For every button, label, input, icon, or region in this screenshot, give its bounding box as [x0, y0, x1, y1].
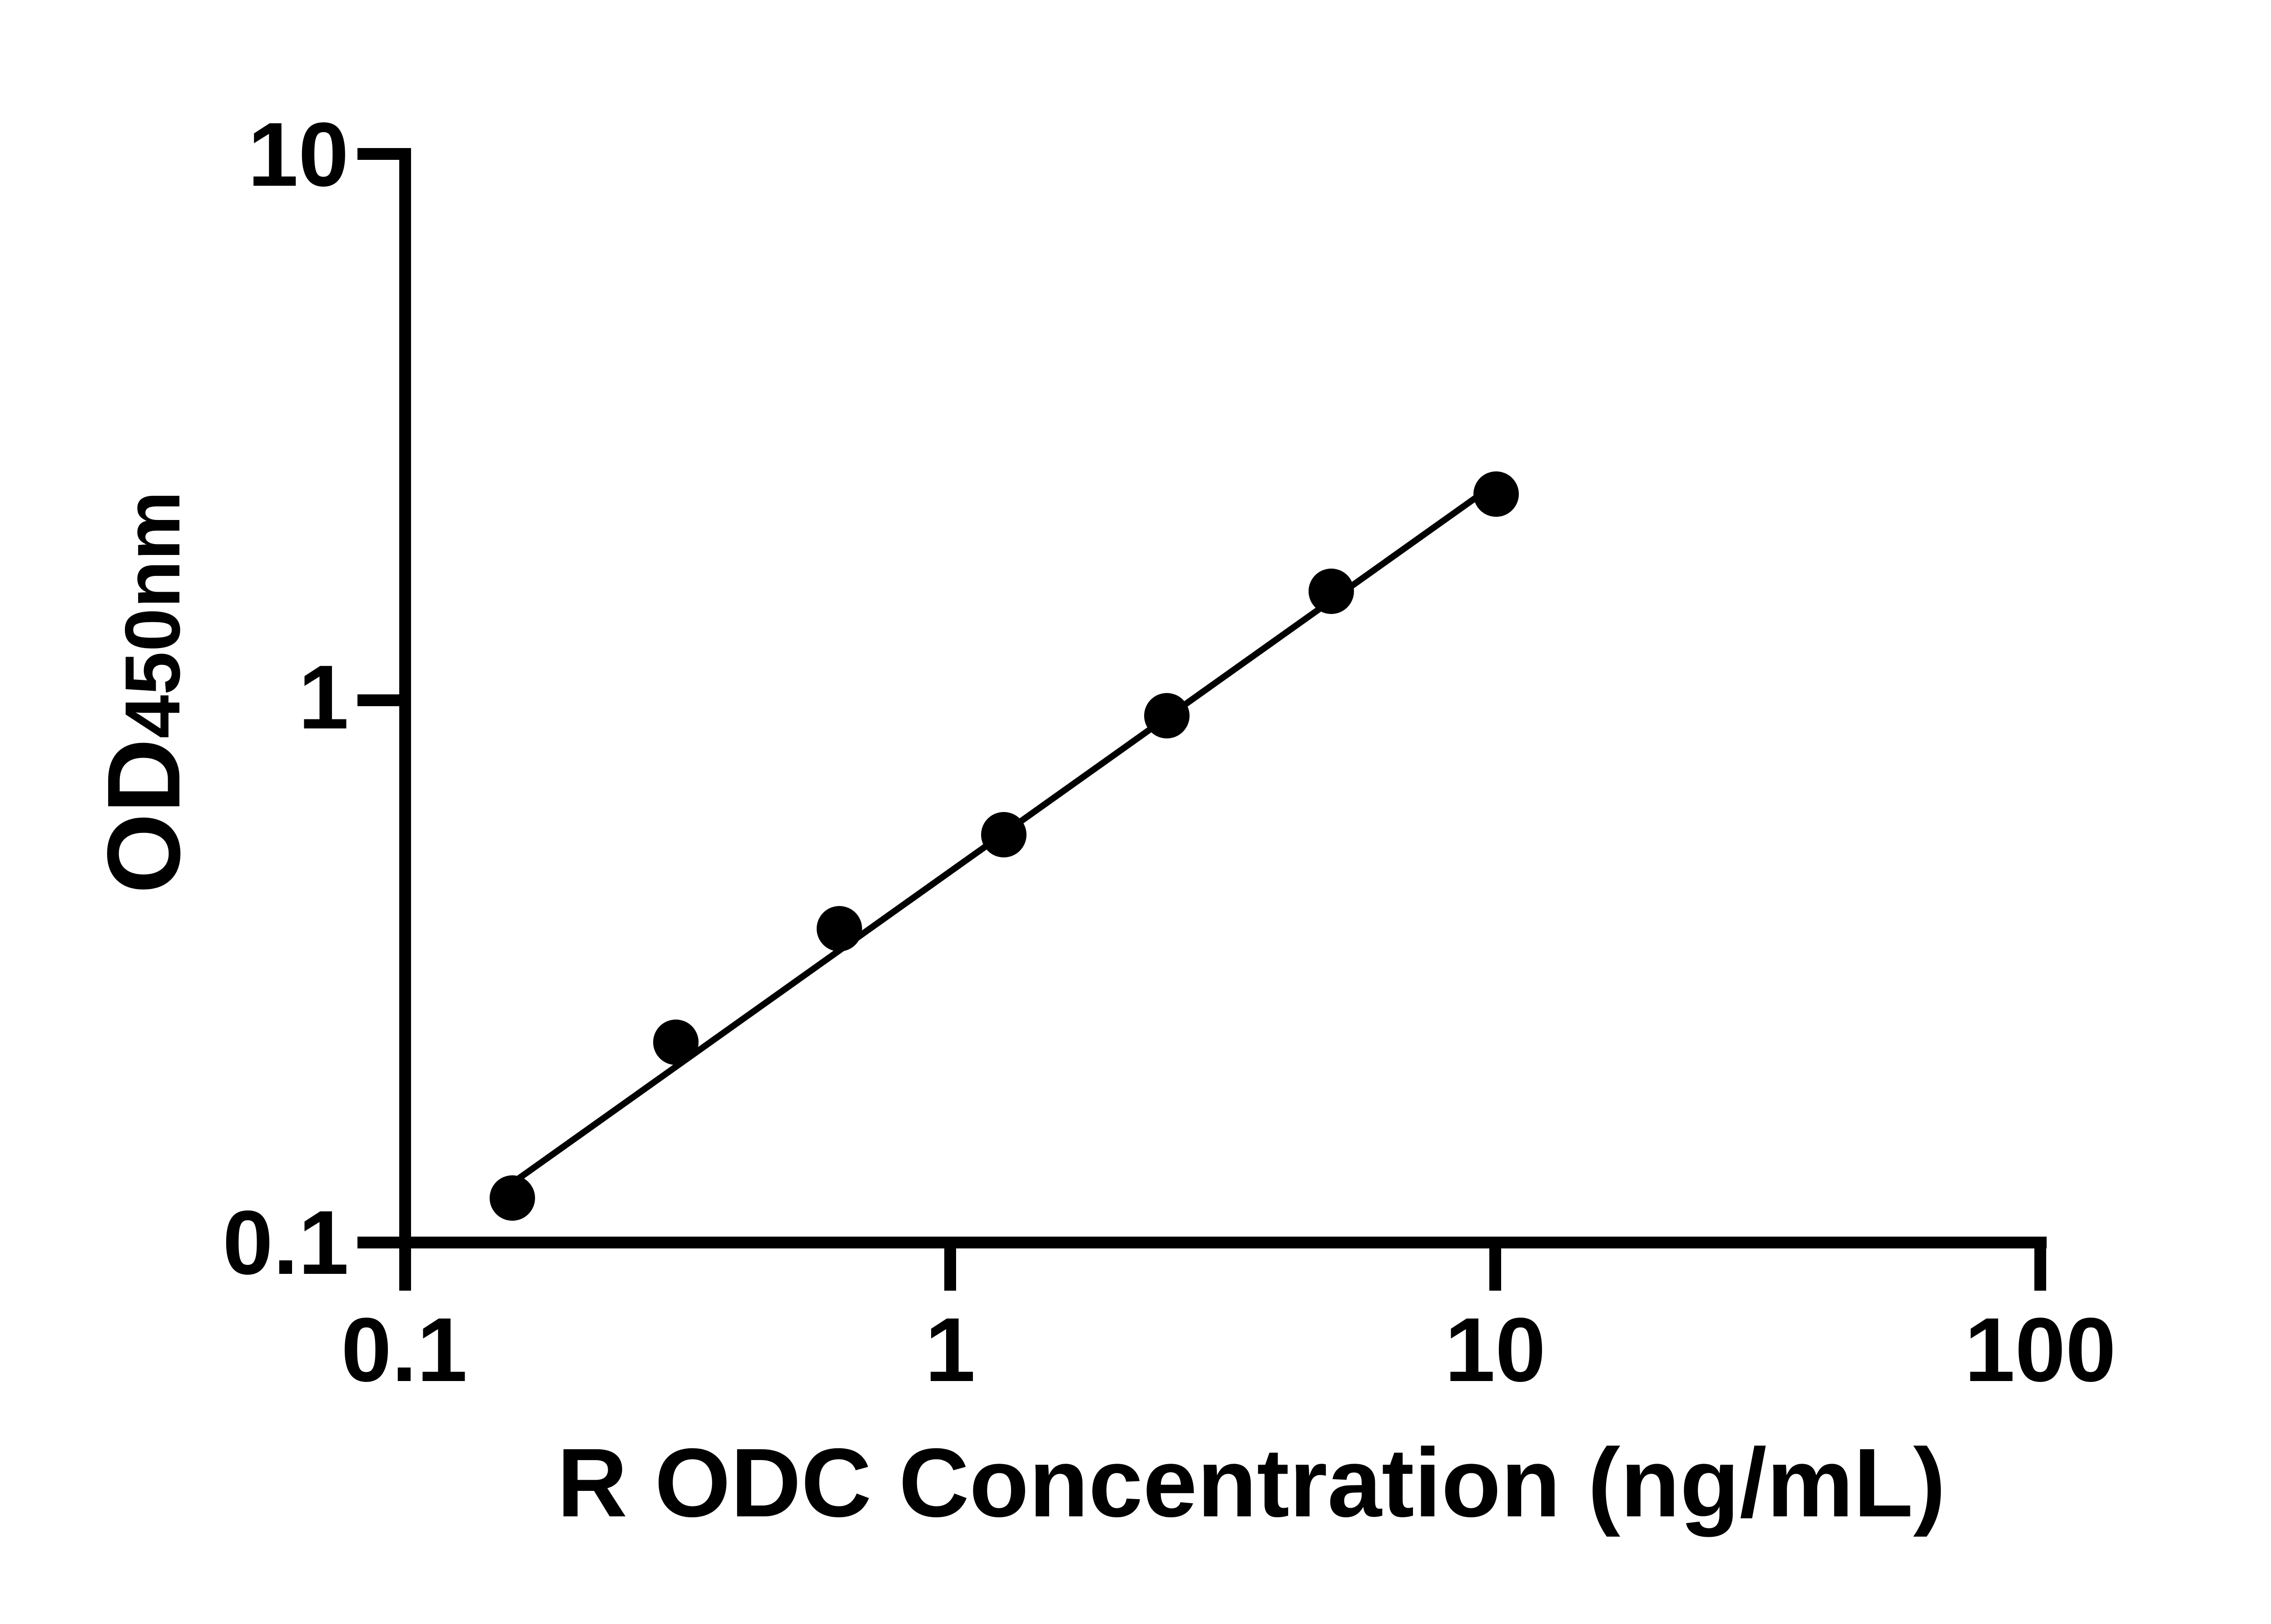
svg-text:100: 100: [1964, 1299, 2116, 1401]
svg-text:1: 1: [925, 1299, 975, 1401]
svg-text:10: 10: [1445, 1299, 1546, 1401]
svg-text:OD450nm: OD450nm: [86, 491, 202, 894]
svg-text:1: 1: [298, 647, 349, 748]
svg-text:0.1: 0.1: [341, 1299, 467, 1401]
svg-text:10: 10: [248, 104, 349, 205]
svg-text:R ODC Concentration (ng/mL): R ODC Concentration (ng/mL): [557, 1428, 1946, 1537]
svg-text:0.1: 0.1: [223, 1192, 349, 1293]
